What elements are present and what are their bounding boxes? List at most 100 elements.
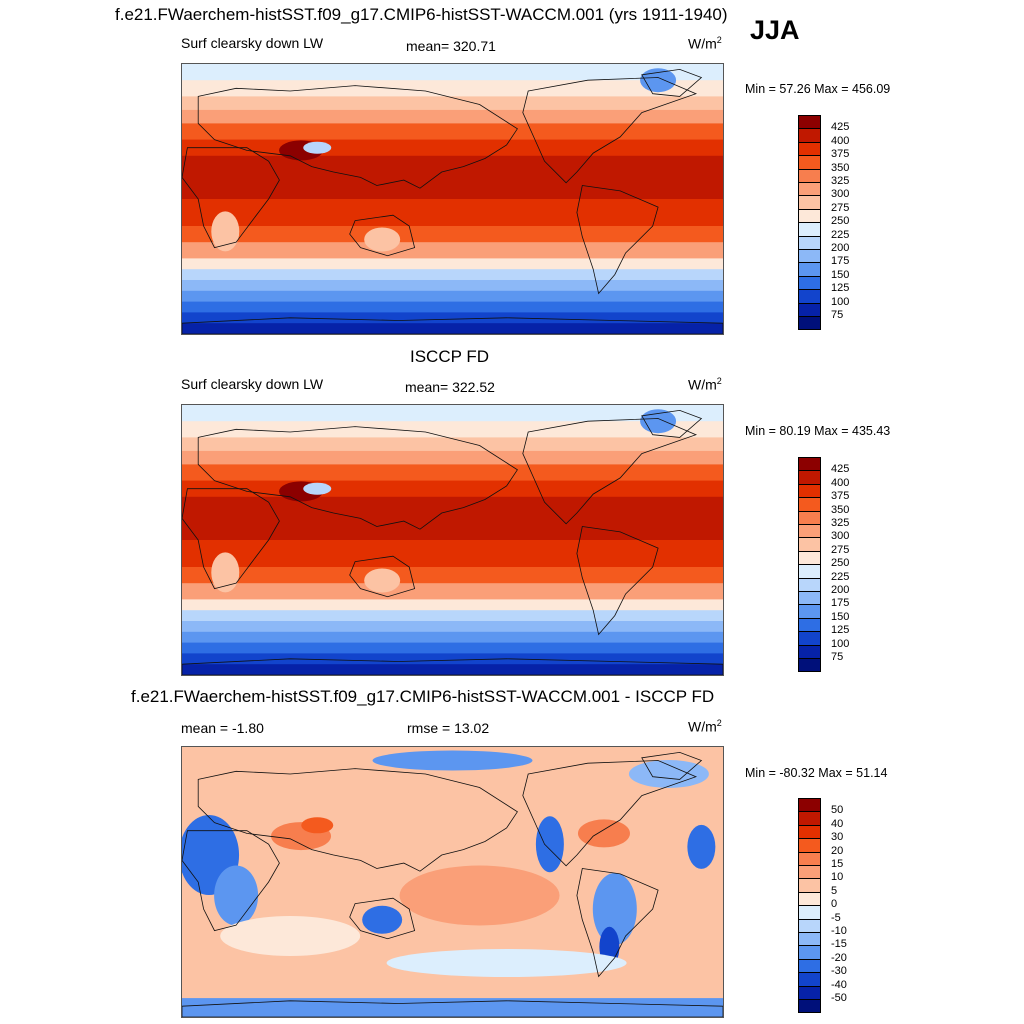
colorbar-swatch [798, 235, 821, 250]
colorbar-tick-label: 125 [831, 624, 850, 637]
colorbar-swatch [798, 128, 821, 143]
latitude-band [182, 139, 723, 157]
panel1-unit-label: W/m2 [688, 35, 722, 52]
colorbar-tick-label: -5 [831, 911, 841, 924]
colorbar-swatch [798, 851, 821, 866]
panel3-map [181, 746, 724, 1018]
colorbar-swatch [798, 524, 821, 539]
colorbar-tick-label: -40 [831, 978, 847, 991]
colorbar-swatch [798, 208, 821, 224]
latitude-band [182, 480, 723, 498]
colorbar-tick-label: 75 [831, 651, 844, 663]
panel3-map-svg [182, 747, 723, 1017]
coastline [182, 1000, 723, 1017]
colorbar-tick-label: 325 [831, 517, 850, 529]
anomaly-region [372, 750, 533, 771]
anomaly-region [399, 865, 560, 926]
panel1-variable-label: Surf clearsky down LW [181, 35, 324, 51]
latitude-band [182, 642, 723, 655]
colorbar-tick-label: 5 [831, 884, 838, 897]
anomaly-region [687, 824, 716, 869]
colorbar-swatch [798, 999, 821, 1014]
anomaly-region [220, 916, 361, 956]
latitude-band [182, 80, 723, 98]
colorbar-tick-label: 150 [831, 610, 850, 623]
coastline [182, 147, 280, 249]
colorbar-swatch [798, 302, 821, 317]
colorbar-tick-label: -50 [831, 992, 847, 1004]
latitude-band [182, 599, 723, 612]
anomaly-region [362, 905, 403, 934]
colorbar-swatch [798, 115, 821, 130]
colorbar-swatch [798, 591, 821, 606]
panel3-unit-label: W/m2 [688, 718, 722, 735]
colorbar-tick-label: 0 [831, 898, 838, 911]
coastline [641, 68, 703, 97]
colorbar-tick-label: -30 [831, 965, 847, 978]
panel1-colorbar: 425 400 375 350 325 300 275 250 225 200 175 150 125 1… [798, 115, 858, 331]
colorbar-swatch [798, 550, 821, 566]
colorbar-swatch [798, 537, 821, 552]
colorbar-swatch [798, 195, 821, 210]
figure-title: f.e21.FWaerchem-histSST.f09_g17.CMIP6-hi… [115, 5, 728, 24]
latitude-band [182, 610, 723, 622]
latitude-band [182, 155, 723, 200]
colorbar-tick-label: 75 [831, 309, 844, 321]
colorbar-swatch [798, 905, 821, 920]
season-label: JJA [750, 15, 800, 45]
colorbar-tick-label: 425 [831, 121, 850, 134]
latitude-band [182, 109, 723, 125]
colorbar-tick-label: 175 [831, 597, 850, 610]
coastline [197, 85, 518, 189]
panel3-colorbar: 50 40 30 20 15 10 5 0 -5 -10 -15 -20 -30 -40 -50 [798, 798, 858, 1014]
latitude-band [182, 567, 723, 585]
latitude-band [182, 323, 723, 334]
coastline [641, 751, 703, 780]
colorbar-tick-label: 40 [831, 817, 844, 830]
colorbar-tick-label: 250 [831, 215, 850, 228]
colorbar-tick-label: 125 [831, 282, 850, 295]
colorbar-swatch [798, 262, 821, 277]
colorbar-tick-label: 350 [831, 161, 850, 174]
panel2-section-title: ISCCP FD [410, 347, 490, 366]
coastline [197, 768, 518, 872]
latitude-band [182, 621, 723, 633]
latitude-band [182, 123, 723, 141]
latitude-band [182, 242, 723, 260]
colorbar-tick-label: 20 [831, 844, 844, 857]
colorbar-swatch [798, 878, 821, 893]
colorbar-tick-label: 100 [831, 637, 850, 650]
latitude-band [182, 540, 723, 568]
panel2-variable-label: Surf clearsky down LW [181, 376, 324, 392]
latitude-band [182, 496, 723, 541]
panel3-rmse-label: rmse = 13.02 [407, 720, 490, 736]
tibet-cold-spot [303, 141, 332, 154]
latitude-band [182, 226, 723, 244]
colorbar-swatch [798, 985, 821, 1000]
colorbar-swatch [798, 182, 821, 197]
colorbar-swatch [798, 631, 821, 646]
colorbar-swatch [798, 141, 821, 157]
latitude-band [182, 290, 723, 303]
colorbar-swatch [798, 932, 821, 947]
colorbar-tick-label: -15 [831, 938, 847, 951]
coastline [182, 317, 723, 334]
colorbar-tick-label: 275 [831, 201, 850, 214]
anomaly-region [628, 760, 709, 788]
greenland-cold-spot [640, 409, 677, 434]
greenland-cold-spot [640, 68, 677, 93]
latitude-band [182, 199, 723, 227]
colorbar-swatch [798, 945, 821, 960]
colorbar-swatch [798, 564, 821, 579]
coastline [522, 418, 698, 525]
colorbar-swatch [798, 865, 821, 880]
latitude-band [182, 631, 723, 644]
colorbar-swatch [798, 316, 821, 331]
latitude-band [182, 437, 723, 452]
antarctic-band [182, 998, 723, 1017]
coastline [349, 555, 416, 598]
colorbar-swatch [798, 483, 821, 499]
panel1-minmax: Min = 57.26 Max = 456.09 [745, 82, 891, 96]
colorbar-swatch [798, 891, 821, 907]
panel2-mean-label: mean= 322.52 [405, 379, 495, 395]
